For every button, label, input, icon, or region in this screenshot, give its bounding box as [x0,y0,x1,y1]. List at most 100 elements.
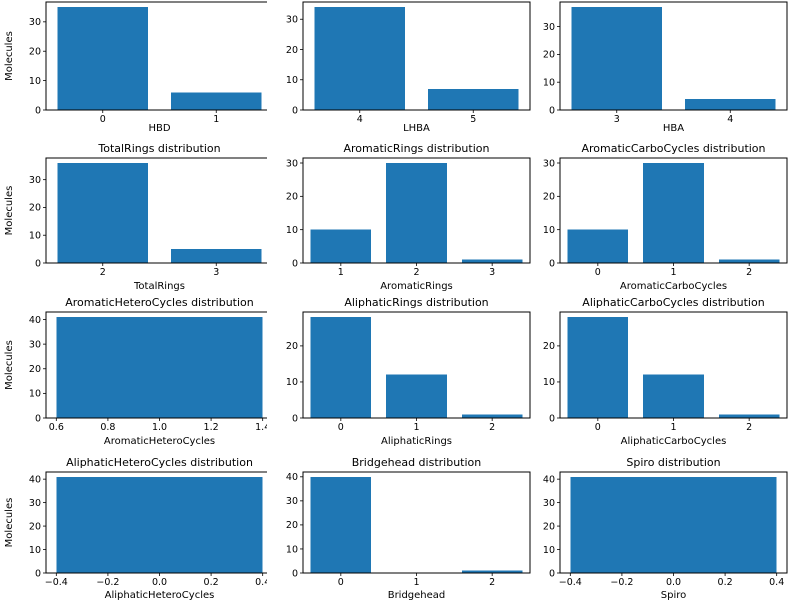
x-tick-label: 1.4 [255,422,267,433]
bar [461,259,523,263]
bar [461,570,523,573]
y-tick-label: 10 [286,75,298,86]
x-axis-label: Spiro [661,590,686,601]
x-axis-label: AromaticRings [380,281,453,292]
y-tick-label: 10 [286,225,298,236]
axes-box [559,311,788,419]
x-tick-label: 4 [357,114,363,125]
bar [571,7,663,110]
x-tick-label: 1 [413,422,419,433]
y-tick-label: 10 [286,377,298,388]
x-tick-label: −0.4 [45,577,68,588]
y-tick-label: 10 [29,389,41,400]
x-tick-label: 5 [470,114,476,125]
bar [314,7,406,110]
x-tick-label: 4 [727,114,733,125]
y-tick-label: 0 [35,258,41,269]
axes-box [302,1,531,111]
x-tick-label: 0 [595,422,601,433]
bar [461,414,523,418]
bar [570,476,777,573]
x-tick-label: 1.0 [152,422,167,433]
bar [386,374,447,418]
bar [310,317,372,418]
axes-box [302,157,531,264]
chart-aromaticheterocycles: 0.6 0.8 1.0 1.2 1.4 0 10 20 30 40 AromaticHeteroCy… [4,296,267,447]
x-tick-label: 1 [670,267,676,278]
y-tick-label: 0 [292,568,298,579]
y-tick-label: 10 [543,377,555,388]
axes-box [45,311,267,419]
x-tick-label: 1 [413,577,419,588]
x-axis-label: HBA [663,123,684,134]
y-tick-label: 10 [543,225,555,236]
bar [567,229,629,263]
x-tick-label: 0 [338,577,344,588]
chart-spiro: −0.4 −0.2 0.0 0.2 0.4 0 10 20 30 40 Spiro distribu… [543,456,788,601]
y-tick-label: 40 [543,474,555,485]
x-tick-label: 2 [489,422,495,433]
y-tick-label: 20 [29,47,41,58]
x-tick-label: 2 [413,267,419,278]
x-tick-label: −0.2 [610,577,633,588]
x-axis-label: AliphaticHeteroCycles [105,590,215,601]
bar [386,163,447,263]
y-tick-label: 30 [29,498,41,509]
bar [718,414,780,418]
y-tick-label: 0 [549,105,555,116]
bar [427,88,519,110]
y-tick-label: 30 [286,158,298,169]
y-tick-label: 0 [35,568,41,579]
x-axis-label: Bridgehead [388,590,446,601]
x-tick-label: −0.4 [559,577,582,588]
y-tick-label: 30 [286,15,298,26]
y-tick-label: 0 [292,258,298,269]
y-tick-label: 30 [543,22,555,33]
x-tick-label: 1 [338,267,344,278]
x-tick-label: 0.2 [718,577,733,588]
y-tick-label: 10 [543,78,555,89]
y-tick-label: 10 [29,76,41,87]
y-tick-label: 10 [286,544,298,555]
bar [643,374,704,418]
y-tick-label: 20 [286,192,298,203]
chart-lhba: 4 5 0 10 20 30 LHBA [286,1,531,134]
y-tick-label: 20 [286,45,298,56]
chart-title: Bridgehead distribution [352,456,482,469]
chart-title: Spiro distribution [626,456,720,469]
x-tick-label: 2 [489,577,495,588]
x-tick-label: 0.2 [204,577,219,588]
x-tick-label: 2 [100,267,106,278]
chart-title: AromaticCarboCycles distribution [581,142,765,155]
axes-box [302,471,531,574]
y-tick-label: 10 [29,231,41,242]
y-tick-label: 30 [29,339,41,350]
x-tick-label: 0.4 [769,577,784,588]
axes-box [302,311,531,419]
y-tick-label: 10 [29,545,41,556]
x-tick-label: 3 [489,267,495,278]
bar [56,476,263,573]
bar [170,92,262,110]
bar [310,476,372,573]
y-tick-label: 20 [543,341,555,352]
axes-box [45,471,267,574]
x-tick-label: 1 [670,422,676,433]
y-tick-label: 20 [286,520,298,531]
bar [718,259,780,263]
x-axis-label: HBD [148,123,170,134]
y-tick-label: 40 [29,474,41,485]
y-tick-label: 20 [286,341,298,352]
y-tick-label: 10 [543,545,555,556]
x-axis-label: LHBA [403,123,430,134]
y-axis-label: Molecules [4,340,15,390]
x-tick-label: 1.2 [204,422,219,433]
x-axis-label: TotalRings [133,281,185,292]
chart-title: AromaticHeteroCycles distribution [65,296,254,309]
